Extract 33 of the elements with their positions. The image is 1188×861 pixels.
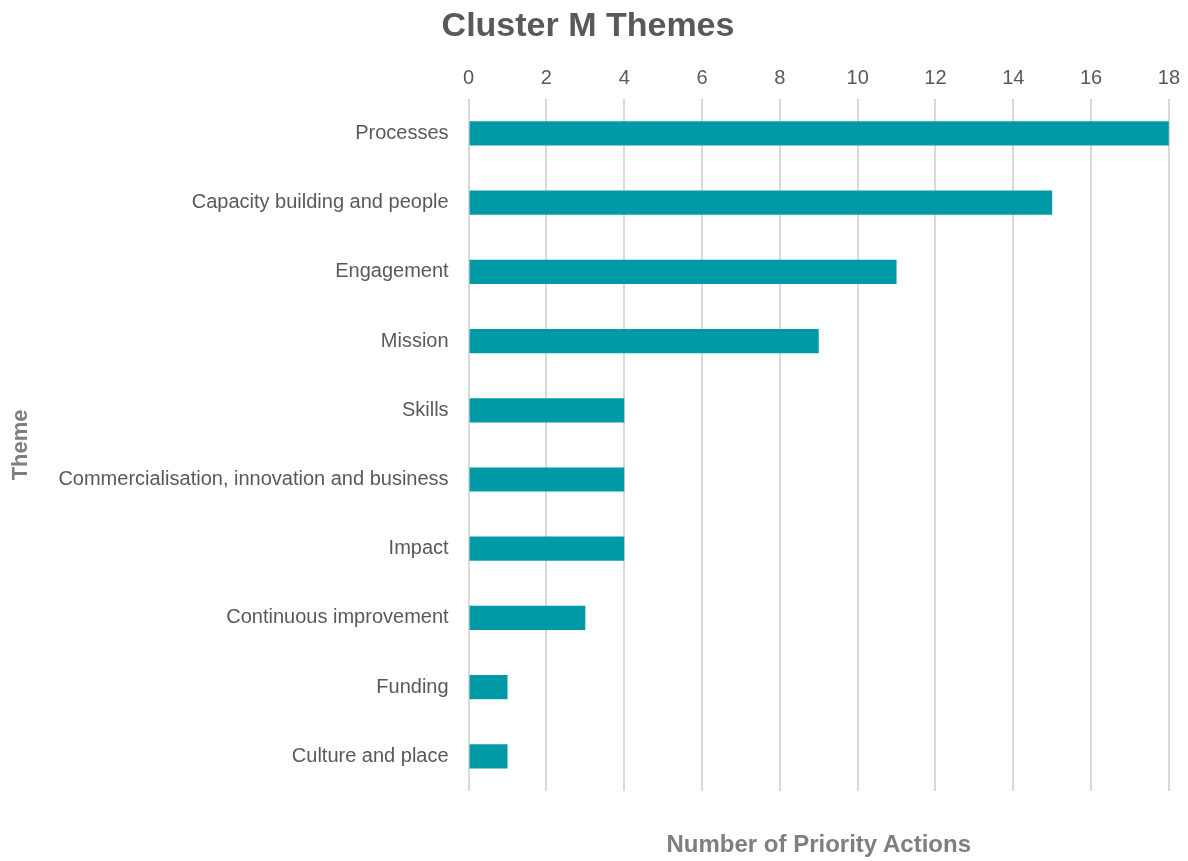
x-tick-label: 4 (618, 66, 630, 89)
x-tick-label: 12 (924, 66, 947, 89)
bar (469, 467, 625, 492)
y-tick-label: Mission (380, 328, 449, 351)
bar (469, 121, 1169, 146)
x-tick-label: 18 (1157, 66, 1180, 89)
bar (469, 605, 586, 631)
x-tick-label: 14 (1002, 66, 1025, 89)
y-tick-label: Capacity building and people (191, 190, 449, 213)
x-tick-label: 8 (774, 66, 786, 89)
y-axis-title: Theme (7, 409, 33, 481)
y-tick-label: Funding (376, 674, 449, 697)
bar (469, 675, 508, 700)
x-tick-label: 6 (696, 66, 708, 89)
bar (469, 536, 625, 561)
y-tick-label: Commercialisation, innovation and business (58, 467, 449, 490)
bar (469, 744, 508, 769)
x-axis-title: Number of Priority Actions (666, 829, 971, 857)
x-tick-label: 10 (846, 66, 869, 89)
y-tick-label: Culture and place (291, 743, 449, 766)
x-tick-label: 2 (540, 66, 552, 89)
bar (469, 259, 897, 284)
y-tick-label: Continuous improvement (226, 605, 450, 628)
bar (469, 190, 1053, 215)
y-tick-label: Impact (388, 536, 450, 559)
x-tick-label: 0 (463, 66, 475, 89)
bar (469, 328, 819, 354)
y-tick-label: Engagement (335, 259, 450, 282)
x-tick-label: 16 (1079, 66, 1103, 89)
y-tick-label: Processes (355, 120, 449, 143)
chart-title: Cluster M Themes (441, 4, 735, 43)
y-tick-label: Skills (401, 397, 449, 420)
bar (469, 398, 625, 423)
